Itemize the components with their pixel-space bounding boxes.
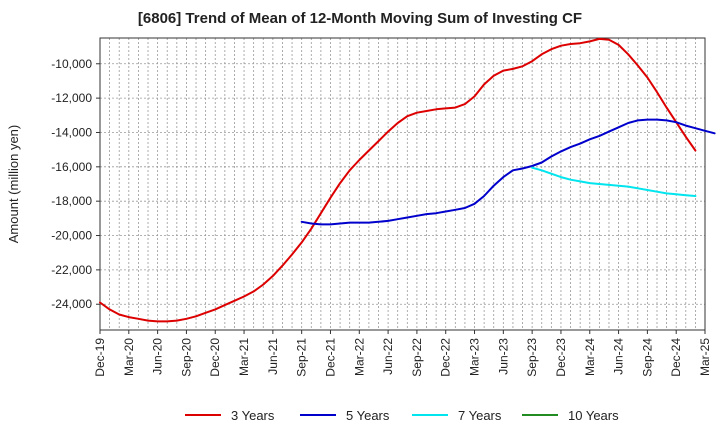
y-tick-label: -10,000 — [51, 57, 92, 71]
series-line-3-years — [99, 37, 697, 323]
x-tick-label: Dec-20 — [208, 338, 222, 377]
x-tick-label: Mar-20 — [122, 338, 136, 376]
legend-item-3-years: 3 Years — [185, 404, 274, 426]
x-tick-label: Jun-24 — [612, 338, 626, 375]
y-tick-label: -12,000 — [51, 91, 92, 105]
x-tick-label: Sep-22 — [410, 338, 424, 377]
legend: 3 Years 5 Years 7 Years 10 Years — [0, 404, 720, 426]
legend-swatch — [522, 414, 558, 416]
x-tick-label: Jun-20 — [151, 338, 165, 375]
x-tick-label: Mar-21 — [237, 338, 251, 376]
x-tick-label: Jun-22 — [381, 338, 395, 375]
x-tick-label: Sep-24 — [640, 338, 654, 377]
x-axis: Dec-19 Mar-20 Jun-20 Sep-20 Dec-20 Mar-21 Jun-… — [93, 330, 712, 377]
chart-title: [6806] Trend of Mean of 12-Month Moving … — [137, 10, 583, 27]
series-line-7-years — [531, 166, 697, 197]
y-tick-label: -18,000 — [51, 194, 92, 208]
x-tick-label: Mar-22 — [352, 338, 366, 376]
series-line-5-years — [300, 118, 716, 226]
x-tick-label: Dec-23 — [554, 338, 568, 377]
legend-label: 5 Years — [346, 407, 390, 423]
x-tick-label: Dec-19 — [93, 338, 107, 377]
y-tick-label: -14,000 — [51, 125, 92, 139]
legend-label: 7 Years — [458, 407, 502, 423]
series-lines — [99, 37, 716, 323]
plot-frame — [99, 37, 706, 331]
grid — [100, 38, 705, 330]
legend-item-10-years: 10 Years — [522, 404, 619, 426]
legend-swatch — [412, 414, 448, 416]
legend-label: 10 Years — [568, 407, 619, 423]
y-tick-label: -22,000 — [51, 263, 92, 277]
y-axis: -24,000 -22,000 -20,000 -18,000 -16,000 -14,0… — [51, 57, 100, 311]
x-tick-label: Jun-23 — [496, 338, 510, 375]
legend-label: 3 Years — [231, 407, 275, 423]
legend-swatch — [300, 414, 336, 416]
x-tick-label: Sep-21 — [295, 338, 309, 377]
x-tick-label: Dec-24 — [669, 338, 683, 377]
y-axis-title: Amount (million yen) — [6, 125, 21, 244]
x-tick-label: Mar-25 — [698, 338, 712, 376]
x-tick-label: Dec-21 — [323, 338, 337, 377]
x-tick-label: Mar-23 — [468, 338, 482, 376]
x-tick-label: Jun-21 — [266, 338, 280, 375]
y-tick-label: -20,000 — [51, 229, 92, 243]
plot-border — [99, 37, 706, 331]
y-tick-label: -24,000 — [51, 297, 92, 311]
legend-swatch — [185, 414, 221, 416]
legend-item-5-years: 5 Years — [300, 404, 389, 426]
x-tick-label: Sep-20 — [179, 338, 193, 377]
x-tick-label: Sep-23 — [525, 338, 539, 377]
x-tick-label: Mar-24 — [583, 338, 597, 376]
legend-item-7-years: 7 Years — [412, 404, 501, 426]
y-tick-label: -16,000 — [51, 160, 92, 174]
x-tick-label: Dec-22 — [439, 338, 453, 377]
